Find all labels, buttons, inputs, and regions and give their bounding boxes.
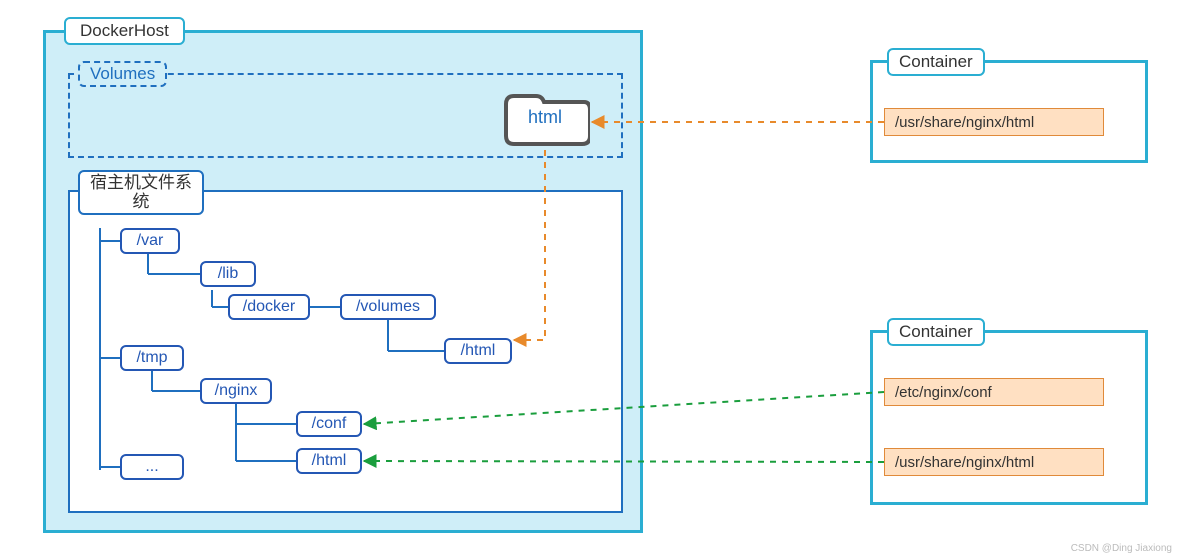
folder-label: html	[500, 88, 590, 146]
node-nginx: /nginx	[200, 378, 272, 404]
container2-path-1: /usr/share/nginx/html	[884, 448, 1104, 476]
folder-icon: html	[500, 88, 590, 146]
node-docker: /docker	[228, 294, 310, 320]
volumes-title: Volumes	[78, 61, 167, 87]
watermark: CSDN @Ding Jiaxiong	[1071, 543, 1172, 554]
node-conf: /conf	[296, 411, 362, 437]
dockerhost-title: DockerHost	[64, 17, 185, 45]
node-html1: /html	[444, 338, 512, 364]
node-dots: ...	[120, 454, 184, 480]
container1-title: Container	[887, 48, 985, 76]
node-html2: /html	[296, 448, 362, 474]
container2-title: Container	[887, 318, 985, 346]
container2-frame: Container	[870, 330, 1148, 505]
container1-path-0: /usr/share/nginx/html	[884, 108, 1104, 136]
hostfs-title: 宿主机文件系统	[78, 170, 204, 215]
node-lib: /lib	[200, 261, 256, 287]
container2-path-0: /etc/nginx/conf	[884, 378, 1104, 406]
node-var: /var	[120, 228, 180, 254]
node-volumes: /volumes	[340, 294, 436, 320]
node-tmp: /tmp	[120, 345, 184, 371]
